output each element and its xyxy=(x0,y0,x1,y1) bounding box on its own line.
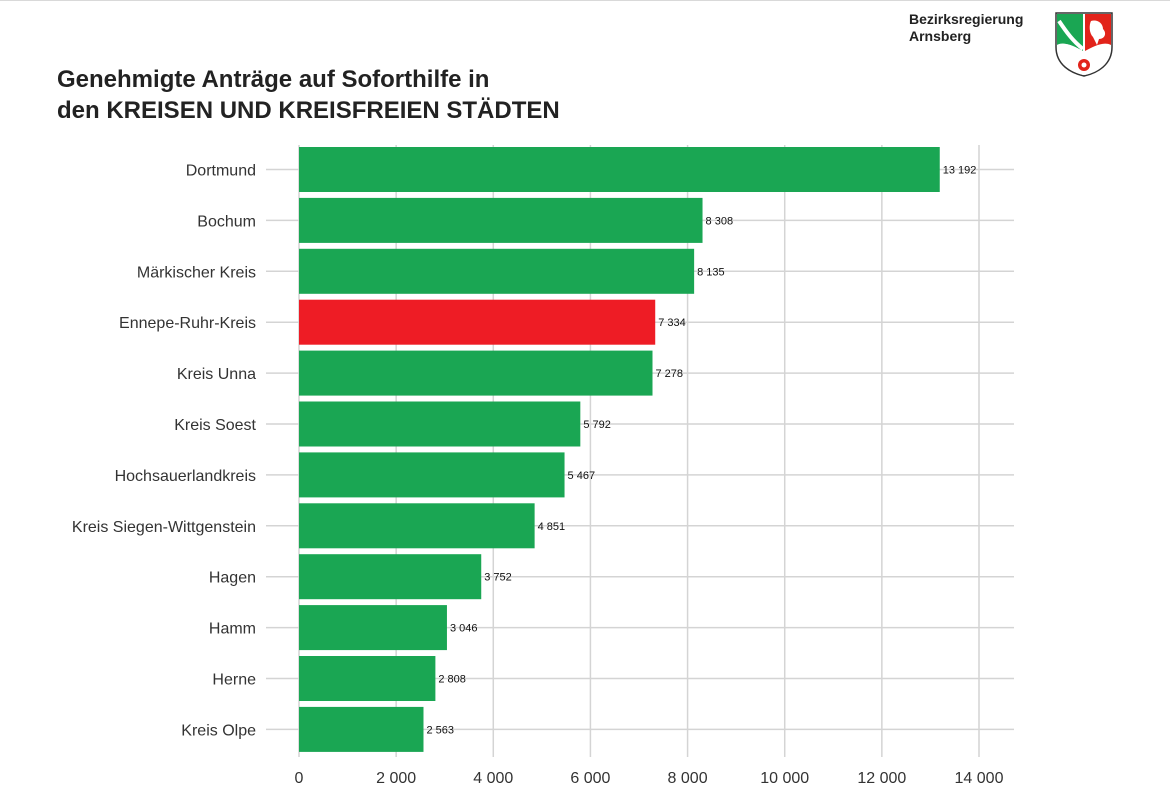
category-label: Hamm xyxy=(209,621,256,638)
category-label: Märkischer Kreis xyxy=(137,264,256,281)
category-label: Kreis Soest xyxy=(174,417,256,434)
bar xyxy=(299,299,656,345)
bar xyxy=(299,197,703,243)
bar xyxy=(299,706,424,752)
x-tick-label: 4 000 xyxy=(473,770,513,787)
title-line-2-prefix: den xyxy=(57,97,107,124)
value-label: 2 808 xyxy=(438,674,466,686)
x-tick-label: 14 000 xyxy=(955,770,1004,787)
x-tick-label: 2 000 xyxy=(376,770,416,787)
bar xyxy=(299,147,940,192)
value-label: 7 278 xyxy=(656,368,684,380)
bar xyxy=(299,656,436,701)
category-label: Dortmund xyxy=(186,163,256,180)
bar xyxy=(299,248,695,294)
value-label: 5 467 xyxy=(568,470,596,482)
category-label: Hagen xyxy=(209,570,256,587)
category-label: Herne xyxy=(212,672,256,689)
value-label: 5 792 xyxy=(583,419,611,431)
value-label: 8 135 xyxy=(697,266,725,278)
bar xyxy=(299,452,565,498)
top-divider xyxy=(0,0,1170,1)
value-label: 4 851 xyxy=(538,521,566,533)
x-tick-label: 10 000 xyxy=(760,770,809,787)
value-label: 2 563 xyxy=(426,724,454,736)
title-line-1: Genehmigte Anträge auf Soforthilfe in xyxy=(57,66,490,93)
x-tick-label: 12 000 xyxy=(857,770,906,787)
value-label: 7 334 xyxy=(658,317,686,329)
organization-line-2: Arnsberg xyxy=(909,28,972,44)
bar-layer xyxy=(299,147,940,752)
chart-title: Genehmigte Anträge auf Soforthilfe in de… xyxy=(57,64,560,126)
x-tick-label: 8 000 xyxy=(668,770,708,787)
organization-line-1: Bezirksregierung xyxy=(909,11,1024,27)
bar xyxy=(299,401,581,447)
bar xyxy=(299,503,535,549)
category-label: Bochum xyxy=(197,213,256,230)
bar xyxy=(299,350,653,396)
category-label: Ennepe-Ruhr-Kreis xyxy=(119,315,256,332)
category-label: Kreis Unna xyxy=(177,366,256,383)
organization-name: Bezirksregierung Arnsberg xyxy=(909,11,1023,45)
value-label: 3 046 xyxy=(450,623,478,635)
x-tick-label: 6 000 xyxy=(570,770,610,787)
bar xyxy=(299,605,447,651)
category-label: Kreis Olpe xyxy=(181,722,256,739)
x-tick-label: 0 xyxy=(295,770,304,787)
title-line-2-bold: KREISEN UND KREISFREIEN STÄDTEN xyxy=(106,97,560,124)
value-label: 13 192 xyxy=(943,165,977,177)
value-label: 8 308 xyxy=(706,215,734,227)
nrw-coat-of-arms-icon xyxy=(1053,11,1115,77)
category-label: Hochsauerlandkreis xyxy=(115,468,256,485)
category-label: Kreis Siegen-Wittgenstein xyxy=(72,519,256,536)
label-layer: 0 2 000 4 000 6 000 8 000 10 000 12 000 14 000 D… xyxy=(72,163,1004,788)
bar xyxy=(299,554,482,600)
value-label: 3 752 xyxy=(484,572,512,584)
